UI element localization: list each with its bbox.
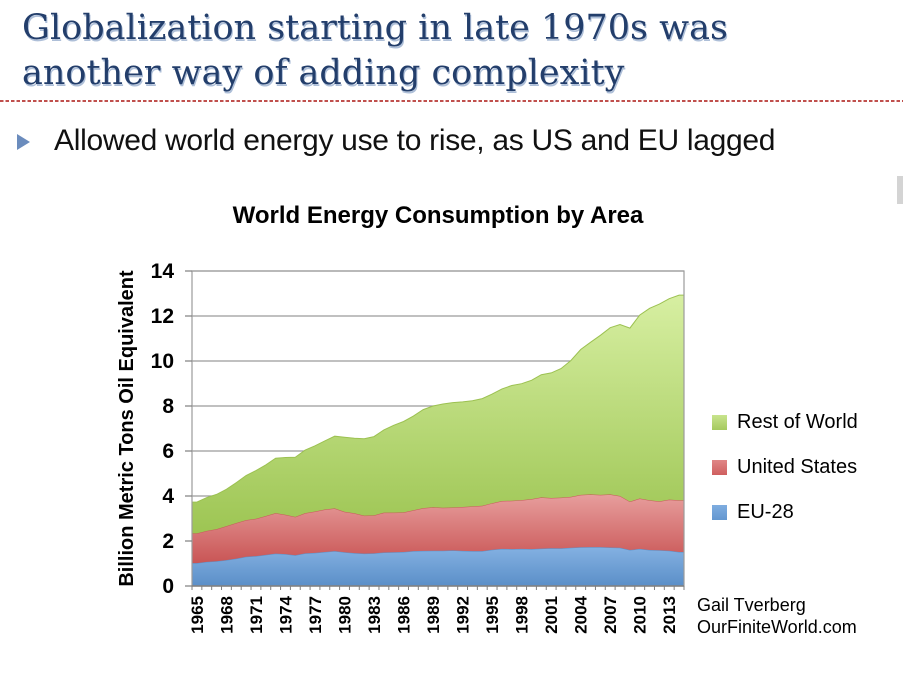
legend-item-eu-28: EU-28 (712, 490, 858, 535)
x-tick-label: 2013 (660, 596, 679, 634)
x-tick-label: 2010 (631, 596, 650, 634)
x-tick-label: 1977 (306, 596, 325, 634)
chart-attribution: Gail Tverberg OurFiniteWorld.com (697, 594, 857, 638)
chart-title: World Energy Consumption by Area (232, 202, 644, 229)
x-tick-label: 1968 (217, 596, 236, 634)
y-tick-label: 4 (162, 485, 174, 508)
slide-title: Globalization starting in late 1970s was… (22, 6, 892, 96)
window-edge-artifact (897, 176, 903, 204)
legend-swatch-rest-of-world (712, 415, 727, 430)
y-tick-label: 2 (162, 530, 174, 553)
x-tick-label: 1998 (513, 596, 532, 634)
area-eu-28 (192, 547, 684, 586)
y-tick-label: 6 (162, 440, 174, 463)
x-tick-label: 1995 (483, 596, 502, 634)
y-tick-label: 14 (151, 260, 175, 283)
x-tick-label: 1992 (454, 596, 473, 634)
slide-title-line2: another way of adding complexity (22, 53, 625, 93)
x-tick-label: 1986 (395, 596, 414, 634)
chart-legend: Rest of World United States EU-28 (712, 400, 858, 535)
x-tick-label: 2001 (542, 596, 561, 634)
bullet-text: Allowed world energy use to rise, as US … (54, 124, 776, 157)
area-edge (192, 294, 684, 503)
legend-label: Rest of World (737, 411, 858, 433)
bullet-item: Allowed world energy use to rise, as US … (17, 124, 775, 158)
bullet-triangle-icon (17, 134, 30, 150)
y-tick-label: 10 (151, 350, 174, 373)
y-tick-label: 12 (151, 305, 174, 328)
dashed-separator (0, 100, 903, 102)
x-tick-label: 1965 (188, 596, 207, 634)
x-tick-label: 1974 (276, 595, 295, 633)
legend-swatch-united-states (712, 460, 727, 475)
legend-label: United States (737, 456, 858, 478)
attribution-author: Gail Tverberg (697, 595, 806, 615)
slide-title-line1: Globalization starting in late 1970s was (22, 8, 728, 48)
legend-label: EU-28 (737, 501, 794, 523)
x-tick-label: 1983 (365, 596, 384, 634)
y-tick-label: 0 (162, 575, 174, 598)
area-rest-of-world (192, 295, 684, 534)
energy-chart: World Energy Consumption by Area 0 2 4 6 8 10… (110, 198, 903, 675)
attribution-site: OurFiniteWorld.com (697, 617, 857, 637)
x-tick-label: 2004 (572, 595, 591, 633)
legend-item-united-states: United States (712, 445, 858, 490)
x-tick-label: 1971 (247, 596, 266, 634)
x-tick-label: 1989 (424, 596, 443, 634)
legend-swatch-eu-28 (712, 505, 727, 520)
x-tick-label: 2007 (601, 596, 620, 634)
y-axis-title: Billion Metric Tons Oil Equivalent (116, 270, 138, 587)
y-tick-label: 8 (162, 395, 174, 418)
energy-chart-canvas: 0 2 4 6 8 10 12 14 1965 1968 1971 1974 1977 1980 1983 1… (116, 260, 685, 634)
x-tick-label: 1980 (336, 596, 355, 634)
legend-item-rest-of-world: Rest of World (712, 400, 858, 445)
